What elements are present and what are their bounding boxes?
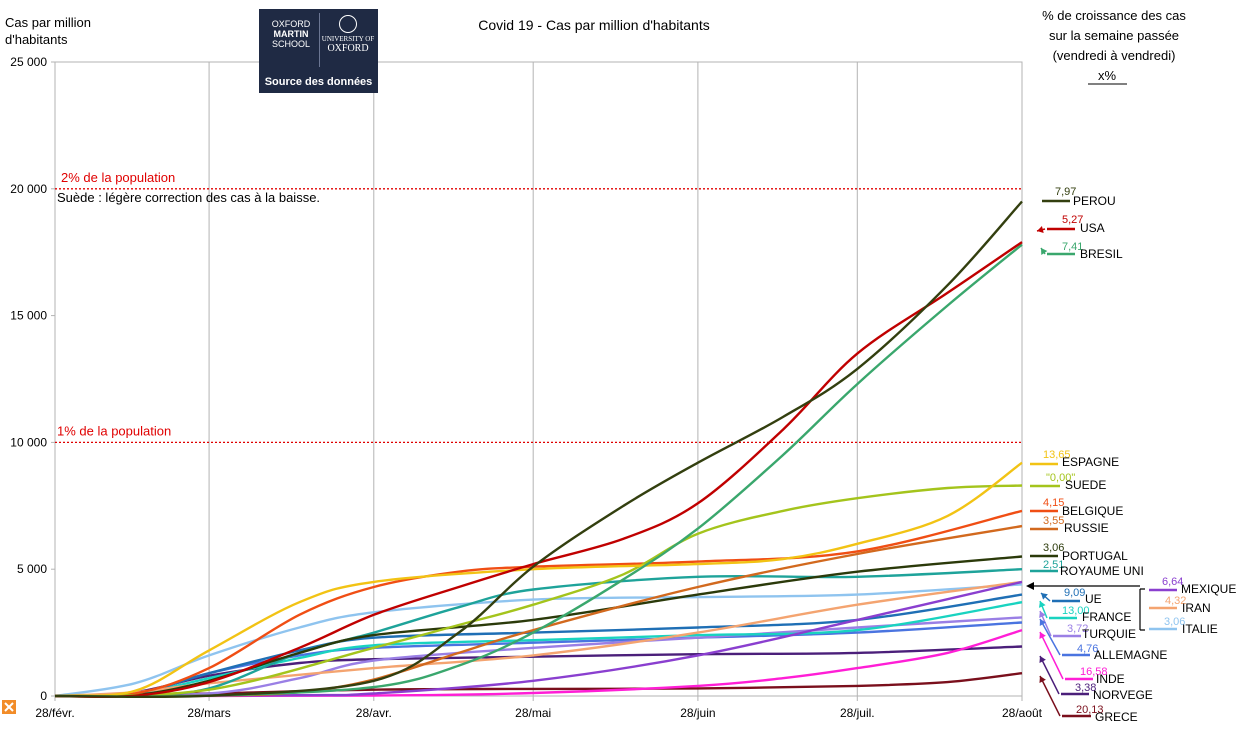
y-tick-label: 20 000 (10, 182, 47, 196)
series-label-turquie: TURQUIE (1082, 627, 1136, 641)
arrowhead-allemagne (1039, 619, 1047, 626)
growth-label-russie: 3,55 (1043, 515, 1064, 527)
series-line-bresil (54, 243, 1023, 698)
arrowhead-grece (1039, 676, 1046, 683)
growth-label-mexique: 6,64 (1162, 576, 1183, 588)
x-tick-label: 28/avr. (356, 706, 392, 720)
y-tick-label: 5 000 (17, 562, 47, 576)
growth-label-perou: 7,97 (1055, 186, 1076, 198)
arrow-grece (1039, 675, 1061, 717)
x-tick-label: 28/juil. (840, 706, 875, 720)
y-tick-label: 15 000 (10, 309, 47, 323)
logo-university-text: UNIVERSITY OF (321, 35, 375, 43)
series-line-espagne (54, 461, 1023, 698)
crest-icon (339, 15, 357, 33)
arrowhead-ue (1041, 593, 1048, 600)
growth-label-italie: 3,06 (1164, 616, 1185, 628)
series-label-perou: PEROU (1073, 194, 1116, 208)
arrowhead-bresil (1041, 248, 1048, 255)
arrow-norvege (1039, 655, 1060, 695)
arrowhead-france (1038, 601, 1046, 608)
arrowhead-usa (1037, 226, 1044, 234)
growth-label-bresil: 7,41 (1062, 241, 1083, 253)
growth-label-inde: 16,58 (1080, 666, 1108, 678)
growth-label-grece: 20,13 (1076, 704, 1104, 716)
source-link[interactable]: Source des données (264, 76, 373, 88)
oxford-martin-school-logo: OXFORD MARTIN SCHOOL (263, 13, 320, 67)
plot-frame (54, 61, 1023, 697)
y-tick-label: 25 000 (10, 55, 47, 69)
right-header-line: sur la semaine passée (1049, 28, 1179, 43)
series-label-royaume-uni: ROYAUME UNI (1060, 564, 1144, 578)
reference-line-label: 1% de la population (57, 423, 171, 438)
growth-label-royaume-uni: 2,51 (1043, 559, 1064, 571)
arrow-inde (1039, 631, 1064, 680)
series-label-norvege: NORVEGE (1093, 688, 1153, 702)
group-pointer-arrowhead (1026, 582, 1034, 590)
series-line-france (54, 601, 1023, 698)
university-of-oxford-logo: UNIVERSITY OF OXFORD (321, 13, 375, 67)
series-label-usa: USA (1080, 221, 1105, 235)
growth-label-espagne: 13,65 (1043, 449, 1071, 461)
y-axis-label: Cas par million (5, 15, 91, 30)
y-tick-label: 10 000 (10, 435, 47, 449)
series-label-ue: UE (1085, 592, 1102, 606)
chart-title: Covid 19 - Cas par million d'habitants (478, 17, 709, 33)
series-label-italie: ITALIE (1182, 622, 1218, 636)
y-tick-label: 0 (40, 689, 47, 703)
series-label-bresil: BRESIL (1080, 247, 1123, 261)
arrowhead-norvege (1039, 656, 1046, 663)
oxford-martin-logo[interactable]: OXFORD MARTIN SCHOOL UNIVERSITY OF OXFOR… (259, 9, 378, 93)
logo-line-2: MARTIN (273, 29, 309, 39)
series-line-russie (54, 524, 1023, 698)
annotation: Suède : légère correction des cas à la b… (57, 190, 320, 205)
series-label-iran: IRAN (1182, 601, 1211, 615)
app-icon (2, 700, 16, 714)
series-label-portugal: PORTUGAL (1062, 549, 1128, 563)
growth-label-usa: 5,27 (1062, 214, 1083, 226)
series-line-mexique (54, 580, 1023, 698)
growth-label-allemagne: 4,76 (1077, 643, 1098, 655)
logo-line-3: SCHOOL (271, 39, 310, 49)
growth-label-ue: 9,09 (1064, 587, 1085, 599)
series-label-france: FRANCE (1082, 610, 1131, 624)
right-header-line: % de croissance des cas (1042, 8, 1186, 23)
series-label-russie: RUSSIE (1064, 521, 1109, 535)
series-line-suede (54, 484, 1023, 698)
growth-label-norvege: 3,38 (1075, 682, 1096, 694)
arrowhead-turquie (1039, 611, 1046, 618)
series-label-espagne: ESPAGNE (1062, 455, 1119, 469)
x-tick-label: 28/mai (515, 706, 551, 720)
growth-label-iran: 4,32 (1165, 595, 1186, 607)
series-line-perou (54, 200, 1023, 699)
logo-line-1: OXFORD (271, 19, 311, 29)
series-label-mexique: MEXIQUE (1181, 582, 1236, 596)
growth-label-belgique: 4,15 (1043, 497, 1064, 509)
x-tick-label: 28/mars (187, 706, 230, 720)
series-line-belgique (54, 509, 1023, 698)
series-label-allemagne: ALLEMAGNE (1094, 648, 1167, 662)
arrowhead-inde (1039, 632, 1046, 639)
series-label-belgique: BELGIQUE (1062, 504, 1123, 518)
y-axis-label: d'habitants (5, 32, 68, 47)
series-label-suede: SUEDE (1065, 478, 1106, 492)
reference-line-label: 2% de la population (61, 170, 175, 185)
growth-label-suede: "0,00" (1046, 472, 1075, 484)
growth-label-portugal: 3,06 (1043, 542, 1064, 554)
series-line-iran (54, 580, 1023, 698)
series-label-inde: INDE (1096, 672, 1125, 686)
arrow-allemagne (1039, 618, 1061, 656)
x-tick-label: 28/août (1002, 706, 1043, 720)
growth-label-france: 13,00 (1062, 605, 1090, 617)
logo-oxford-text: OXFORD (327, 43, 369, 54)
right-header-unit: x% (1098, 68, 1117, 83)
x-tick-label: 28/févr. (35, 706, 74, 720)
growth-label-turquie: 3,72 (1067, 623, 1088, 635)
series-line-usa (54, 241, 1023, 699)
group-bracket (1139, 588, 1145, 631)
series-label-grece: GRECE (1095, 710, 1138, 724)
right-header-line: (vendredi à vendredi) (1053, 48, 1176, 63)
x-tick-label: 28/juin (680, 706, 715, 720)
